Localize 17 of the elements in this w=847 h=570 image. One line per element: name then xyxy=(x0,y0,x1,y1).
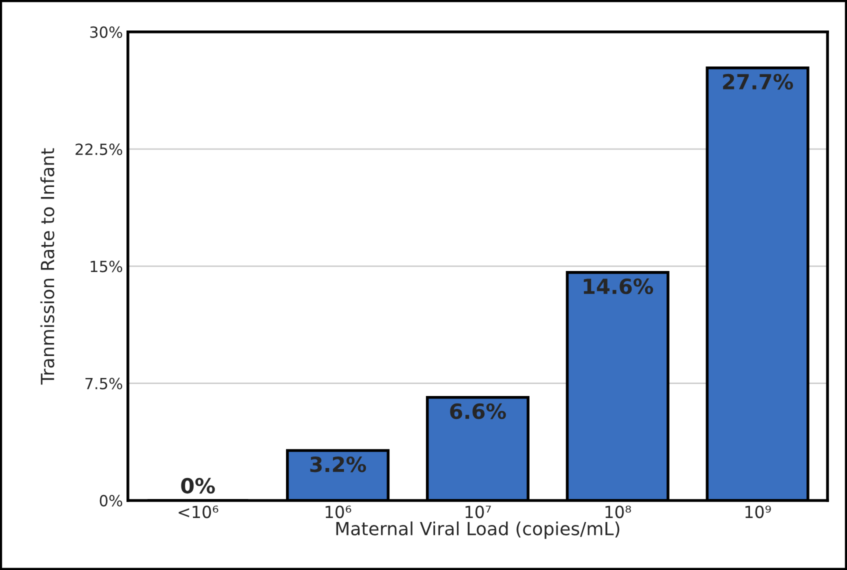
x-tick-label: 10⁶ xyxy=(326,506,352,518)
y-tick-label: 0% xyxy=(100,494,122,506)
x-tick-label: 10⁹ xyxy=(745,506,771,518)
x-tick-label: 10⁸ xyxy=(606,506,631,518)
y-tick-label: 15% xyxy=(90,260,122,272)
data-label: 6.6% xyxy=(450,403,506,420)
y-tick-label: 7.5% xyxy=(85,378,122,390)
y-axis-title: Tranmission Rate to Infant xyxy=(40,148,54,385)
data-label: 14.6% xyxy=(584,278,654,294)
x-axis-title: Maternal Viral Load (copies/mL) xyxy=(336,521,620,539)
data-label: 0% xyxy=(181,478,215,494)
x-tick-label: 10⁷ xyxy=(466,506,491,518)
data-label: 27.7% xyxy=(723,74,794,90)
y-tick-label: 30% xyxy=(90,26,122,38)
data-label: 3.2% xyxy=(310,456,366,472)
x-tick-label: <10⁶ xyxy=(178,506,218,518)
y-tick-label: 22.5% xyxy=(76,144,122,156)
